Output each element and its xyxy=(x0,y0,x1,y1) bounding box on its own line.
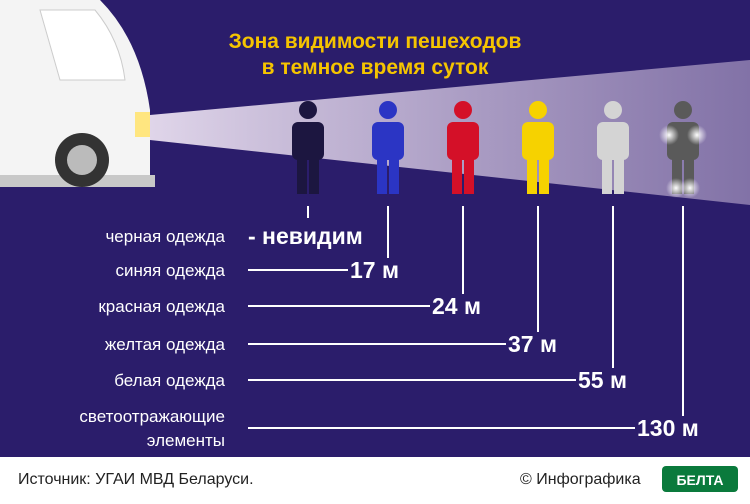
distance: 37 м xyxy=(508,331,557,357)
leg xyxy=(309,158,319,194)
footer-band xyxy=(0,457,750,499)
distance: 17 м xyxy=(350,257,399,283)
pedestrian xyxy=(597,101,629,194)
row-label: элементы xyxy=(147,431,225,450)
leg xyxy=(602,158,612,194)
leg xyxy=(297,158,307,194)
pedestrian xyxy=(659,101,707,198)
pedestrian xyxy=(522,101,554,194)
row-label: белая одежда xyxy=(114,371,225,390)
head xyxy=(379,101,397,119)
leg xyxy=(377,158,387,194)
body xyxy=(522,122,554,160)
body xyxy=(597,122,629,160)
head xyxy=(529,101,547,119)
leg xyxy=(539,158,549,194)
head xyxy=(674,101,692,119)
logo: БЕЛТА xyxy=(676,472,723,488)
reflector xyxy=(659,125,679,145)
head xyxy=(454,101,472,119)
row-label: синяя одежда xyxy=(115,261,225,280)
status: - невидим xyxy=(248,223,363,249)
leg xyxy=(614,158,624,194)
distance: 130 м xyxy=(637,415,699,441)
body xyxy=(447,122,479,160)
pedestrian xyxy=(447,101,479,194)
row-label: светоотражающие xyxy=(79,407,225,426)
van xyxy=(0,0,155,187)
head xyxy=(604,101,622,119)
row-label: желтая одежда xyxy=(105,335,226,354)
leg xyxy=(684,158,694,194)
logo-box xyxy=(662,466,738,492)
leg xyxy=(389,158,399,194)
source: Источник: УГАИ МВД Беларуси. xyxy=(18,471,254,488)
title: в темное время суток xyxy=(262,56,489,79)
distance: 55 м xyxy=(578,367,627,393)
head xyxy=(299,101,317,119)
leg xyxy=(452,158,462,194)
reflector xyxy=(687,125,707,145)
title: Зона видимости пешеходов xyxy=(229,30,522,53)
credit: © Инфографика xyxy=(520,471,641,488)
distance: 24 м xyxy=(432,293,481,319)
leg xyxy=(527,158,537,194)
row-label: красная одежда xyxy=(98,297,225,316)
pedestrian xyxy=(372,101,404,194)
reflector xyxy=(666,178,686,198)
body xyxy=(292,122,324,160)
leg xyxy=(464,158,474,194)
reflector xyxy=(680,178,700,198)
leg xyxy=(672,158,682,194)
pedestrian xyxy=(292,101,324,194)
body xyxy=(372,122,404,160)
row-label: черная одежда xyxy=(105,227,225,246)
